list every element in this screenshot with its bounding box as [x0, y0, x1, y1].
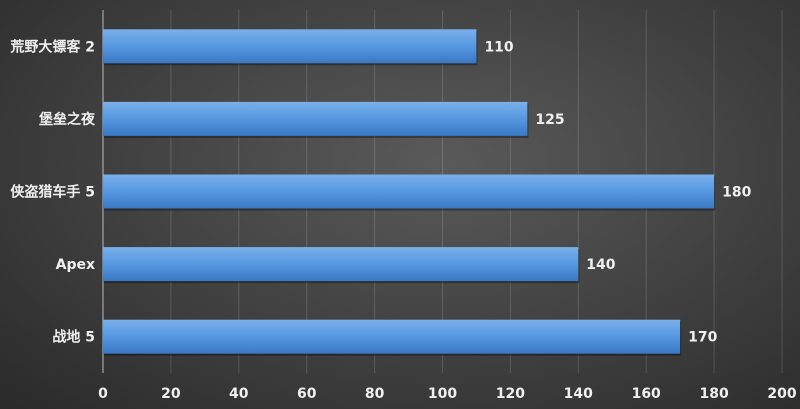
- x-tick-label: 20: [161, 386, 181, 402]
- category-label: 战地 5: [52, 329, 95, 346]
- x-tick-label: 180: [699, 386, 728, 402]
- bar: [103, 101, 528, 136]
- data-label: 125: [535, 112, 564, 128]
- bar: [103, 247, 579, 282]
- bar: [103, 29, 477, 64]
- x-tick-label: 160: [632, 386, 661, 402]
- x-tick-label: 40: [229, 386, 249, 402]
- category-label: 侠盗猎车手 5: [10, 184, 95, 201]
- bar: [103, 174, 715, 209]
- x-tick-label: 80: [365, 386, 385, 402]
- data-label: 180: [722, 185, 751, 201]
- x-tick-label: 200: [767, 386, 796, 402]
- x-tick-label: 120: [496, 386, 525, 402]
- data-label: 110: [484, 39, 513, 55]
- bar: [103, 319, 681, 354]
- data-label: 140: [586, 257, 615, 273]
- x-tick-label: 0: [98, 386, 108, 402]
- category-label: 堡垒之夜: [39, 111, 96, 128]
- x-tick-label: 60: [297, 386, 317, 402]
- category-label: Apex: [56, 257, 95, 273]
- x-tick-label: 100: [428, 386, 457, 402]
- data-label: 170: [688, 330, 717, 346]
- category-label: 荒野大镖客 2: [9, 38, 95, 55]
- x-tick-label: 140: [564, 386, 593, 402]
